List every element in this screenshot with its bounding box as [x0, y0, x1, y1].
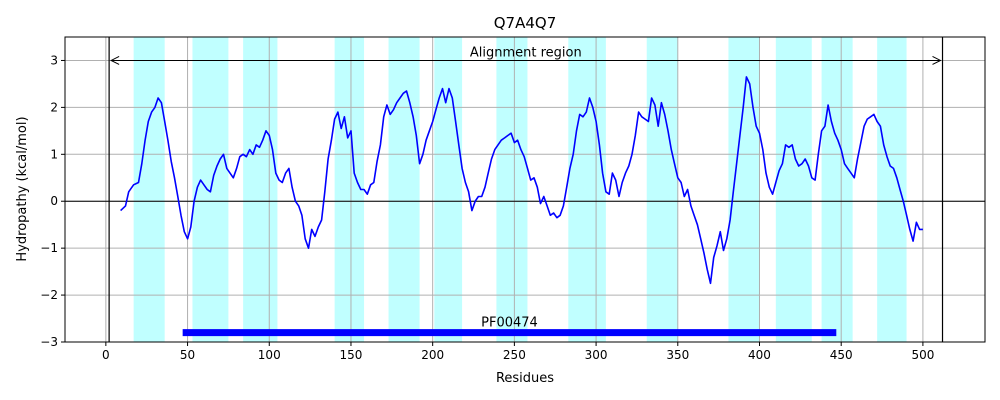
- tm-band-3: [243, 37, 278, 342]
- tm-band-1: [133, 37, 165, 342]
- domain-bar: [182, 329, 837, 337]
- tm-band-4: [334, 37, 365, 342]
- y-axis-label: Hydropathy (kcal/mol): [15, 116, 30, 261]
- axis-ticks: 0 50 100 150 200 250 300 350 400 450 500 −3 −2 −1 0 1 2 3: [40, 53, 934, 362]
- plot-frame: [64, 36, 986, 343]
- tm-band-12: [821, 37, 853, 342]
- x-tick-label-500: 500: [911, 348, 934, 362]
- x-tick-label-200: 200: [421, 348, 444, 362]
- y-tick-label-0: 0: [50, 194, 58, 208]
- y-tick-label--2: −2: [40, 288, 58, 302]
- y-tick-label-1: 1: [50, 147, 58, 161]
- y-tick-label--3: −3: [40, 335, 58, 349]
- x-tick-label-50: 50: [180, 348, 195, 362]
- tm-band-5: [388, 37, 420, 342]
- alignment-arrow-right: [932, 56, 942, 65]
- tm-band-9: [646, 37, 678, 342]
- y-tick-label-2: 2: [50, 100, 58, 114]
- series-layer: [120, 76, 923, 285]
- x-tick-label-250: 250: [503, 348, 526, 362]
- tm-band-13: [877, 37, 907, 342]
- tm-band-6: [434, 37, 463, 342]
- alignment-arrow-left: [110, 56, 120, 65]
- x-tick-label-400: 400: [748, 348, 771, 362]
- tm-band-8: [568, 37, 606, 342]
- x-tick-label-300: 300: [585, 348, 608, 362]
- x-axis-label: Residues: [496, 371, 554, 386]
- tm-band-7: [496, 37, 528, 342]
- y-tick-label--1: −1: [40, 241, 58, 255]
- chart-title: Q7A4Q7: [494, 14, 557, 32]
- x-tick-label-350: 350: [666, 348, 689, 362]
- hydropathy-line-1: [120, 76, 923, 285]
- tm-band-11: [775, 37, 812, 342]
- transmembrane-bands: [133, 37, 907, 342]
- y-tick-label-3: 3: [50, 53, 58, 67]
- x-tick-label-150: 150: [340, 348, 363, 362]
- chart-annotations: Alignment region PF00474: [65, 37, 985, 342]
- x-tick-label-450: 450: [830, 348, 853, 362]
- x-tick-label-100: 100: [258, 348, 281, 362]
- alignment-region-label: Alignment region: [470, 45, 582, 60]
- domain-label: PF00474: [481, 316, 538, 331]
- x-tick-label-0: 0: [102, 348, 110, 362]
